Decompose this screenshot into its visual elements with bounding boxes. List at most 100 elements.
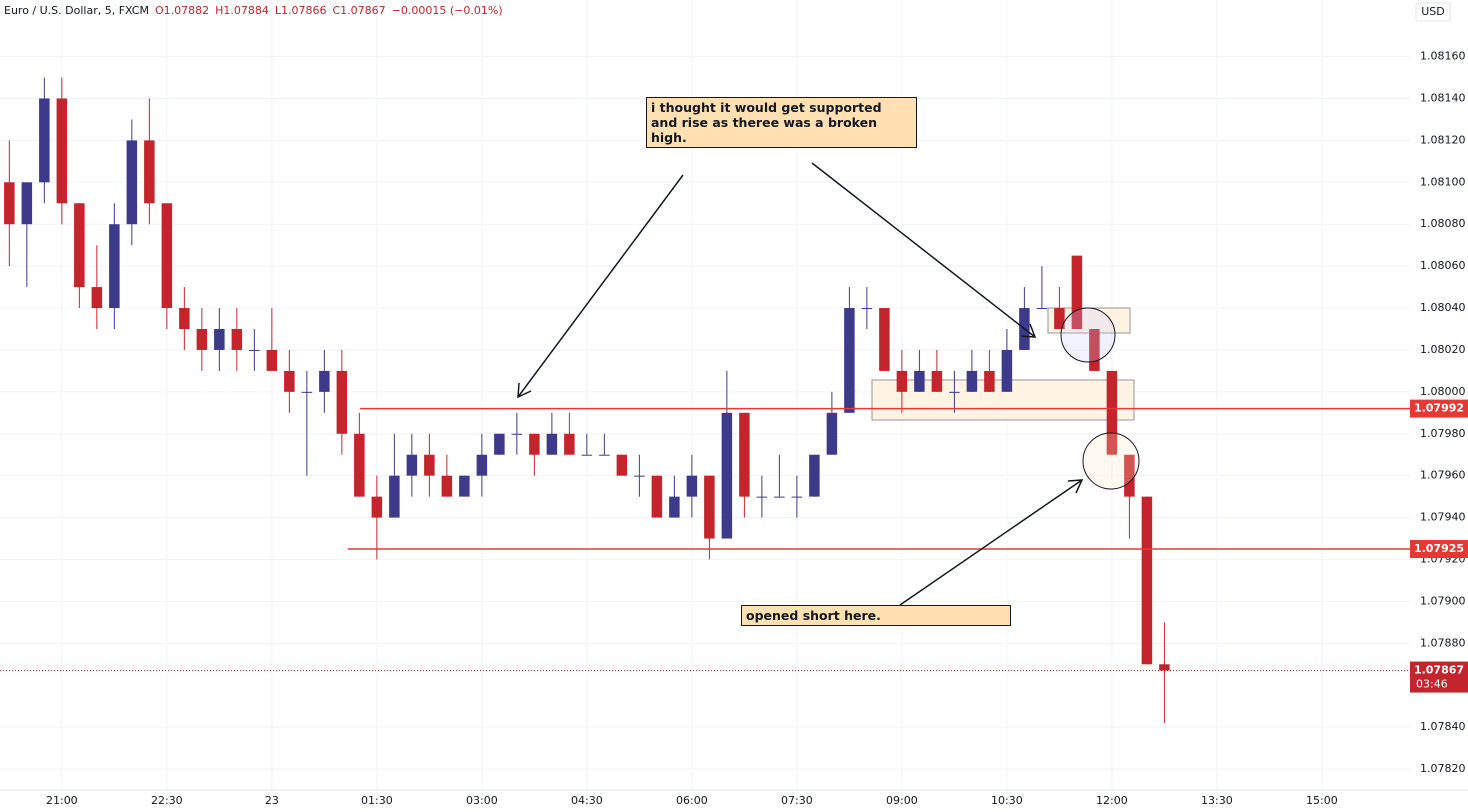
chart-title: Euro / U.S. Dollar, 5, FXCM xyxy=(4,4,149,17)
candle-body xyxy=(1036,308,1048,310)
candle-body xyxy=(739,412,750,497)
level-label-bg xyxy=(1410,399,1468,418)
candle-body xyxy=(949,391,960,393)
candle-body xyxy=(511,433,523,435)
y-tick-label: 1.07840 xyxy=(1420,720,1466,733)
x-tick-label: 03:00 xyxy=(466,794,498,807)
candle-body xyxy=(126,140,138,225)
x-tick-label: 21:00 xyxy=(46,794,78,807)
candle-body xyxy=(476,454,488,476)
candle-body xyxy=(896,370,908,392)
candle-body xyxy=(39,98,50,183)
candle-body xyxy=(1106,370,1118,455)
candle-body xyxy=(161,203,173,309)
currency-box xyxy=(1415,2,1451,22)
candle-body xyxy=(826,412,838,455)
candle-body xyxy=(144,140,155,204)
level-label: 1.07925 xyxy=(1414,542,1464,555)
arrow-head xyxy=(1067,479,1084,494)
axes: 1.078201.078401.078801.079001.079201.079… xyxy=(46,50,1468,807)
candle-body xyxy=(704,475,715,539)
x-tick-label: 07:30 xyxy=(781,794,813,807)
y-tick-label: 1.07880 xyxy=(1420,636,1466,649)
candle-body xyxy=(21,182,33,225)
candle-body xyxy=(179,308,190,329)
candle-body xyxy=(1124,454,1135,497)
candle-body xyxy=(459,475,470,497)
level-label: 1.07992 xyxy=(1414,402,1464,415)
y-tick-label: 1.08000 xyxy=(1420,385,1466,398)
candle-body xyxy=(56,98,68,204)
arrow xyxy=(899,479,1083,606)
candle-body xyxy=(214,328,225,350)
y-tick-label: 1.07820 xyxy=(1420,762,1466,775)
circle-marker xyxy=(1082,432,1140,490)
y-tick-label: 1.07960 xyxy=(1420,469,1466,482)
candle-body xyxy=(774,496,785,498)
candle-body xyxy=(424,454,435,476)
candle-body xyxy=(284,370,295,392)
candle-body xyxy=(371,496,383,518)
candle-body xyxy=(931,370,943,392)
candle-body xyxy=(966,370,978,392)
candle-body xyxy=(494,433,505,455)
candle-body xyxy=(441,475,453,497)
candle-body xyxy=(669,496,680,518)
annotation: i thought it would get supported and ris… xyxy=(646,97,917,148)
candle-body xyxy=(599,454,610,456)
candle-body xyxy=(109,224,120,309)
x-tick-label: 10:30 xyxy=(991,794,1023,807)
candle-body xyxy=(74,203,85,288)
x-tick-label: 01:30 xyxy=(361,794,393,807)
x-tick-label: 22:30 xyxy=(151,794,183,807)
y-tick-label: 1.08080 xyxy=(1420,217,1466,230)
x-tick-label: 12:00 xyxy=(1096,794,1128,807)
candle-body xyxy=(546,433,558,455)
candle-body xyxy=(1159,664,1170,671)
candle-body xyxy=(1071,255,1083,329)
x-tick-label: 13:30 xyxy=(1201,794,1233,807)
last-price-bg xyxy=(1410,661,1468,693)
candle-body xyxy=(266,349,278,371)
candle-body xyxy=(406,454,418,476)
candle-body xyxy=(301,391,313,393)
candle-body xyxy=(354,433,365,497)
x-tick-label: 06:00 xyxy=(676,794,708,807)
plot xyxy=(0,77,1410,723)
candle-body xyxy=(651,475,663,518)
candle-body xyxy=(249,349,260,351)
candle-body xyxy=(634,475,645,477)
candle-body xyxy=(984,370,995,392)
y-tick-label: 1.07900 xyxy=(1420,594,1466,607)
y-tick-label: 1.08120 xyxy=(1420,133,1466,146)
header-value: −0.00015 (−0.01%) xyxy=(392,4,503,17)
y-tick-label: 1.08140 xyxy=(1420,91,1466,104)
currency: USD xyxy=(1421,5,1445,18)
annotation: opened short here. xyxy=(741,605,1011,626)
arrow xyxy=(811,162,1036,338)
candle-body xyxy=(581,454,593,456)
candle-body xyxy=(879,308,890,371)
candle-body xyxy=(231,328,243,350)
candle-body xyxy=(861,308,873,310)
arrow-head xyxy=(517,382,532,399)
candle-body xyxy=(4,182,15,225)
header-value: H1.07884 xyxy=(215,4,269,17)
y-tick-label: 1.08160 xyxy=(1420,50,1466,63)
candle-body xyxy=(1089,328,1100,371)
candle-body xyxy=(1141,496,1153,665)
candle-body xyxy=(1054,308,1065,329)
candle-body xyxy=(914,370,925,392)
x-tick-label: 04:30 xyxy=(571,794,603,807)
y-tick-label: 1.08060 xyxy=(1420,259,1466,272)
level-label-bg xyxy=(1410,540,1468,559)
countdown: 03:46 xyxy=(1416,678,1448,691)
candle-body xyxy=(336,370,348,434)
y-tick-label: 1.07940 xyxy=(1420,511,1466,524)
candle-body xyxy=(564,433,575,455)
header-value: C1.07867 xyxy=(333,4,386,17)
y-tick-label: 1.07980 xyxy=(1420,427,1466,440)
candle-body xyxy=(809,454,820,497)
candle-body xyxy=(196,328,208,350)
